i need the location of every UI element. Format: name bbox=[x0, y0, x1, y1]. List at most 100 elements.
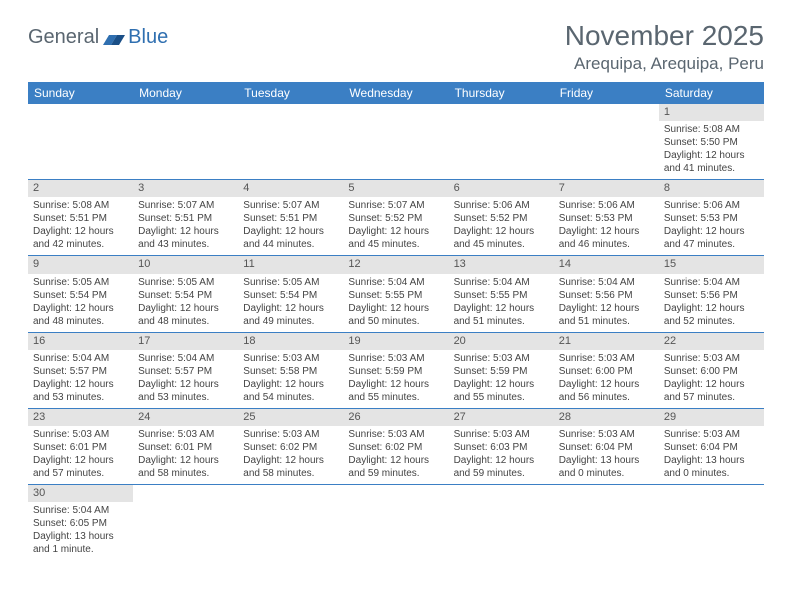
day-content: Sunrise: 5:03 AMSunset: 6:01 PMDaylight:… bbox=[28, 426, 133, 484]
calendar-cell bbox=[133, 104, 238, 180]
day-number: 10 bbox=[133, 256, 238, 273]
calendar-table: Sunday Monday Tuesday Wednesday Thursday… bbox=[28, 82, 764, 560]
day-number: 24 bbox=[133, 409, 238, 426]
calendar-cell: 29Sunrise: 5:03 AMSunset: 6:04 PMDayligh… bbox=[659, 408, 764, 484]
sunrise-line: Sunrise: 5:03 AM bbox=[559, 352, 654, 365]
day-content: Sunrise: 5:04 AMSunset: 5:56 PMDaylight:… bbox=[554, 274, 659, 332]
calendar-cell: 16Sunrise: 5:04 AMSunset: 5:57 PMDayligh… bbox=[28, 332, 133, 408]
day-number: 30 bbox=[28, 485, 133, 502]
weekday-header-row: Sunday Monday Tuesday Wednesday Thursday… bbox=[28, 82, 764, 104]
sunrise-line: Sunrise: 5:05 AM bbox=[243, 276, 338, 289]
calendar-cell: 4Sunrise: 5:07 AMSunset: 5:51 PMDaylight… bbox=[238, 180, 343, 256]
sunset-line: Sunset: 5:51 PM bbox=[138, 212, 233, 225]
calendar-cell bbox=[659, 484, 764, 560]
sunrise-line: Sunrise: 5:04 AM bbox=[33, 352, 128, 365]
calendar-cell: 15Sunrise: 5:04 AMSunset: 5:56 PMDayligh… bbox=[659, 256, 764, 332]
daylight-line: Daylight: 12 hours and 55 minutes. bbox=[454, 378, 549, 404]
calendar-cell bbox=[449, 104, 554, 180]
sunset-line: Sunset: 6:01 PM bbox=[138, 441, 233, 454]
day-number: 13 bbox=[449, 256, 554, 273]
day-number: 7 bbox=[554, 180, 659, 197]
day-number: 18 bbox=[238, 333, 343, 350]
day-content: Sunrise: 5:04 AMSunset: 5:57 PMDaylight:… bbox=[28, 350, 133, 408]
daylight-line: Daylight: 12 hours and 59 minutes. bbox=[454, 454, 549, 480]
calendar-cell: 27 Sunrise: 5:03 AMSunset: 6:03 PMDayligh… bbox=[449, 408, 554, 484]
daylight-line: Daylight: 12 hours and 57 minutes. bbox=[33, 454, 128, 480]
sunrise-line: Sunrise: 5:08 AM bbox=[664, 123, 759, 136]
calendar-cell: 28Sunrise: 5:03 AMSunset: 6:04 PMDayligh… bbox=[554, 408, 659, 484]
day-number: 9 bbox=[28, 256, 133, 273]
day-content: Sunrise: 5:07 AMSunset: 5:51 PMDaylight:… bbox=[238, 197, 343, 255]
sunrise-line: Sunrise: 5:04 AM bbox=[454, 276, 549, 289]
sunrise-line: Sunrise: 5:03 AM bbox=[664, 352, 759, 365]
calendar-row: 23Sunrise: 5:03 AMSunset: 6:01 PMDayligh… bbox=[28, 408, 764, 484]
day-content: Sunrise: 5:08 AMSunset: 5:50 PMDaylight:… bbox=[659, 121, 764, 179]
daylight-line: Daylight: 13 hours and 1 minute. bbox=[33, 530, 128, 556]
day-content: Sunrise: 5:03 AMSunset: 6:00 PMDaylight:… bbox=[554, 350, 659, 408]
day-number: 26 bbox=[343, 409, 448, 426]
sunrise-line: Sunrise: 5:04 AM bbox=[33, 504, 128, 517]
day-number: 4 bbox=[238, 180, 343, 197]
sunrise-line: Sunrise: 5:03 AM bbox=[138, 428, 233, 441]
sunrise-line: Sunrise: 5:07 AM bbox=[138, 199, 233, 212]
day-number: 22 bbox=[659, 333, 764, 350]
calendar-cell: 5Sunrise: 5:07 AMSunset: 5:52 PMDaylight… bbox=[343, 180, 448, 256]
calendar-cell bbox=[133, 484, 238, 560]
sunrise-line: Sunrise: 5:03 AM bbox=[348, 428, 443, 441]
weekday-header: Monday bbox=[133, 82, 238, 104]
calendar-row: 1Sunrise: 5:08 AMSunset: 5:50 PMDaylight… bbox=[28, 104, 764, 180]
sunset-line: Sunset: 6:04 PM bbox=[559, 441, 654, 454]
calendar-cell: 25Sunrise: 5:03 AMSunset: 6:02 PMDayligh… bbox=[238, 408, 343, 484]
calendar-cell bbox=[28, 104, 133, 180]
sunrise-line: Sunrise: 5:03 AM bbox=[243, 352, 338, 365]
sunset-line: Sunset: 5:53 PM bbox=[664, 212, 759, 225]
logo-text-general: General bbox=[28, 26, 99, 49]
sunset-line: Sunset: 6:01 PM bbox=[33, 441, 128, 454]
daylight-line: Daylight: 12 hours and 46 minutes. bbox=[559, 225, 654, 251]
calendar-cell bbox=[554, 104, 659, 180]
weekday-header: Wednesday bbox=[343, 82, 448, 104]
logo: General Blue bbox=[28, 26, 168, 49]
calendar-row: 2Sunrise: 5:08 AMSunset: 5:51 PMDaylight… bbox=[28, 180, 764, 256]
logo-text-blue: Blue bbox=[128, 26, 168, 49]
day-number: 23 bbox=[28, 409, 133, 426]
sunset-line: Sunset: 5:55 PM bbox=[454, 289, 549, 302]
daylight-line: Daylight: 12 hours and 50 minutes. bbox=[348, 302, 443, 328]
day-number: 27 bbox=[449, 409, 554, 426]
sunrise-line: Sunrise: 5:06 AM bbox=[454, 199, 549, 212]
daylight-line: Daylight: 12 hours and 53 minutes. bbox=[33, 378, 128, 404]
sunrise-line: Sunrise: 5:07 AM bbox=[348, 199, 443, 212]
calendar-cell bbox=[238, 484, 343, 560]
daylight-line: Daylight: 13 hours and 0 minutes. bbox=[664, 454, 759, 480]
sunset-line: Sunset: 5:51 PM bbox=[243, 212, 338, 225]
weekday-header: Saturday bbox=[659, 82, 764, 104]
day-content: Sunrise: 5:03 AMSunset: 6:01 PMDaylight:… bbox=[133, 426, 238, 484]
day-content: Sunrise: 5:07 AMSunset: 5:52 PMDaylight:… bbox=[343, 197, 448, 255]
day-content: Sunrise: 5:03 AMSunset: 6:04 PMDaylight:… bbox=[659, 426, 764, 484]
sunset-line: Sunset: 6:02 PM bbox=[348, 441, 443, 454]
calendar-cell: 18Sunrise: 5:03 AMSunset: 5:58 PMDayligh… bbox=[238, 332, 343, 408]
day-content: Sunrise: 5:03 AMSunset: 5:58 PMDaylight:… bbox=[238, 350, 343, 408]
calendar-row: 30Sunrise: 5:04 AMSunset: 6:05 PMDayligh… bbox=[28, 484, 764, 560]
day-number: 6 bbox=[449, 180, 554, 197]
sunset-line: Sunset: 5:54 PM bbox=[33, 289, 128, 302]
day-content: Sunrise: 5:03 AMSunset: 6:02 PMDaylight:… bbox=[238, 426, 343, 484]
day-content: Sunrise: 5:06 AMSunset: 5:53 PMDaylight:… bbox=[659, 197, 764, 255]
day-number: 19 bbox=[343, 333, 448, 350]
day-content: Sunrise: 5:04 AMSunset: 5:57 PMDaylight:… bbox=[133, 350, 238, 408]
daylight-line: Daylight: 12 hours and 58 minutes. bbox=[138, 454, 233, 480]
day-content: Sunrise: 5:05 AMSunset: 5:54 PMDaylight:… bbox=[133, 274, 238, 332]
calendar-cell: 10Sunrise: 5:05 AMSunset: 5:54 PMDayligh… bbox=[133, 256, 238, 332]
calendar-cell bbox=[343, 484, 448, 560]
calendar-cell: 14Sunrise: 5:04 AMSunset: 5:56 PMDayligh… bbox=[554, 256, 659, 332]
daylight-line: Daylight: 12 hours and 54 minutes. bbox=[243, 378, 338, 404]
day-content: Sunrise: 5:05 AMSunset: 5:54 PMDaylight:… bbox=[28, 274, 133, 332]
daylight-line: Daylight: 12 hours and 49 minutes. bbox=[243, 302, 338, 328]
calendar-cell: 11Sunrise: 5:05 AMSunset: 5:54 PMDayligh… bbox=[238, 256, 343, 332]
daylight-line: Daylight: 12 hours and 58 minutes. bbox=[243, 454, 338, 480]
sunset-line: Sunset: 6:03 PM bbox=[454, 441, 549, 454]
daylight-line: Daylight: 12 hours and 59 minutes. bbox=[348, 454, 443, 480]
sunrise-line: Sunrise: 5:03 AM bbox=[454, 428, 549, 441]
calendar-cell: 22Sunrise: 5:03 AMSunset: 6:00 PMDayligh… bbox=[659, 332, 764, 408]
calendar-cell bbox=[343, 104, 448, 180]
